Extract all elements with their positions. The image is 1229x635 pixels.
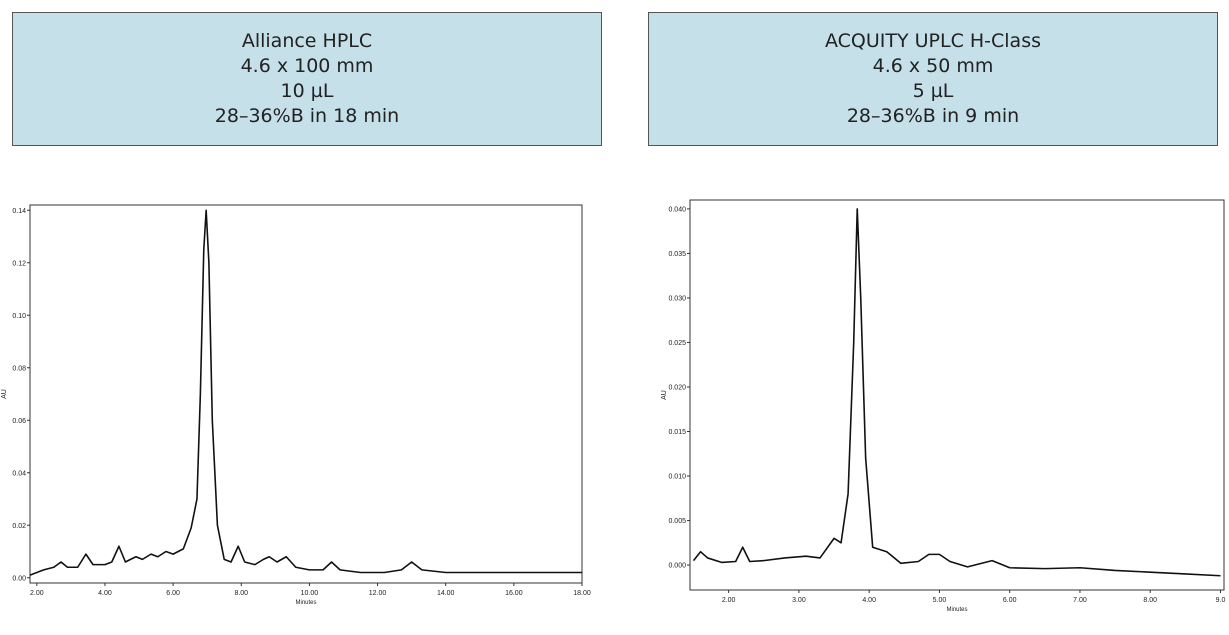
y-axis-label: AU — [1, 389, 8, 399]
x-tick-label: 6.00 — [166, 590, 180, 597]
x-tick-label: 8.00 — [1143, 597, 1157, 604]
header-line: Alliance HPLC — [241, 30, 373, 52]
y-tick-label: 0.010 — [668, 474, 686, 481]
y-tick-label: 0.000 — [668, 563, 686, 570]
x-tick-label: 2.00 — [722, 597, 736, 604]
y-tick-label: 0.005 — [668, 518, 686, 525]
y-tick-label: 0.02 — [12, 523, 26, 530]
x-tick-label: 9.0 — [1216, 597, 1226, 604]
plot-frame — [689, 199, 1225, 591]
x-axis-label: Minutes — [946, 607, 967, 613]
x-tick-label: 8.00 — [234, 590, 248, 597]
x-tick-label: 6.00 — [1003, 597, 1017, 604]
y-tick-label: 0.00 — [12, 575, 26, 582]
x-tick-label: 4.00 — [98, 590, 112, 597]
header-line: 28–36%B in 18 min — [214, 105, 400, 127]
x-tick-label: 10.00 — [301, 590, 319, 597]
header-line: 4.6 x 100 mm — [240, 55, 374, 77]
x-tick-label: 12.00 — [369, 590, 387, 597]
chromatogram-line — [692, 208, 1221, 577]
header-line: ACQUITY UPLC H-Class — [824, 30, 1042, 52]
x-tick-label: 14.00 — [437, 590, 455, 597]
y-tick-label: 0.015 — [668, 429, 686, 436]
y-tick-label: 0.025 — [668, 340, 686, 347]
x-tick-label: 7.00 — [1073, 597, 1087, 604]
y-tick-label: 0.06 — [12, 418, 26, 425]
y-tick-label: 0.020 — [668, 384, 686, 391]
header-line: 28–36%B in 9 min — [846, 105, 1020, 127]
header-line: 4.6 x 50 mm — [872, 55, 994, 77]
header-box: Alliance HPLC 4.6 x 100 mm 10 µL 28–36%B… — [12, 12, 602, 146]
chromatogram-line — [29, 209, 582, 576]
header-line: 10 µL — [280, 80, 334, 102]
y-tick-label: 0.030 — [668, 295, 686, 302]
header-line: 5 µL — [912, 80, 954, 102]
header-box: ACQUITY UPLC H-Class 4.6 x 50 mm 5 µL 28… — [648, 12, 1218, 146]
y-tick-label: 0.14 — [12, 208, 26, 215]
y-tick-label: 0.12 — [12, 260, 26, 267]
x-tick-label: 4.00 — [862, 597, 876, 604]
x-tick-label: 3.00 — [792, 597, 806, 604]
x-tick-label: 2.00 — [30, 590, 44, 597]
x-tick-label: 5.00 — [933, 597, 947, 604]
y-tick-label: 0.04 — [12, 470, 26, 477]
y-tick-label: 0.10 — [12, 313, 26, 320]
x-axis-label: Minutes — [295, 600, 316, 606]
x-tick-label: 16.00 — [505, 590, 523, 597]
plot-frame — [29, 204, 583, 584]
y-tick-label: 0.040 — [668, 206, 686, 213]
y-tick-label: 0.035 — [668, 251, 686, 258]
y-tick-label: 0.08 — [12, 365, 26, 372]
y-axis-label: AU — [661, 390, 668, 400]
x-tick-label: 18.00 — [573, 590, 591, 597]
